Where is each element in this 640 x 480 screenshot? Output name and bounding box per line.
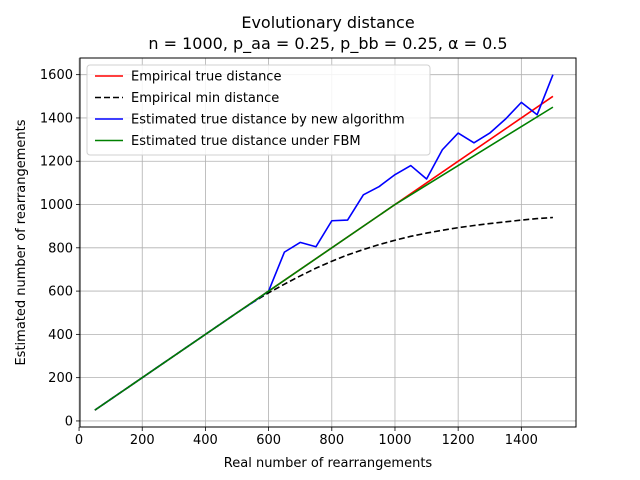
x-axis-label: Real number of rearrangements bbox=[224, 456, 433, 471]
x-tick-label-0: 0 bbox=[75, 433, 83, 448]
x-ticks: 0 200 400 600 800 1000 1200 1400 bbox=[75, 427, 538, 448]
legend-label-0: Empirical true distance bbox=[131, 70, 281, 85]
x-tick-label-1200: 1200 bbox=[442, 433, 475, 448]
legend-label-1: Empirical min distance bbox=[131, 91, 279, 106]
x-tick-label-200: 200 bbox=[130, 433, 155, 448]
x-tick-label-1000: 1000 bbox=[378, 433, 411, 448]
axes-frame bbox=[79, 57, 577, 428]
y-tick-label-200: 200 bbox=[48, 371, 73, 386]
y-tick-label-600: 600 bbox=[48, 285, 73, 300]
legend-box bbox=[86, 64, 431, 156]
chart-subtitle: n = 1000, p_aa = 0.25, p_bb = 0.25, α = … bbox=[148, 34, 507, 54]
y-tick-label-1200: 1200 bbox=[40, 155, 73, 170]
legend-label-2: Estimated true distance by new algorithm bbox=[131, 113, 405, 128]
legend: Empirical true distance Empirical min dis… bbox=[86, 64, 431, 156]
y-tick-label-1600: 1600 bbox=[40, 68, 73, 83]
legend-label-3: Estimated true distance under FBM bbox=[131, 134, 361, 149]
x-tick-label-600: 600 bbox=[256, 433, 281, 448]
y-tick-label-1400: 1400 bbox=[40, 111, 73, 126]
series-layer bbox=[94, 74, 554, 411]
y-tick-label-800: 800 bbox=[48, 241, 73, 256]
y-axis-label: Estimated number of rearrangements bbox=[14, 119, 29, 365]
x-tick-label-400: 400 bbox=[193, 433, 218, 448]
y-tick-label-0: 0 bbox=[65, 414, 73, 429]
series-line-3 bbox=[94, 106, 554, 411]
y-tick-label-400: 400 bbox=[48, 328, 73, 343]
y-ticks: 0 200 400 600 800 1000 1200 1400 1600 bbox=[40, 68, 80, 429]
chart-title: Evolutionary distance bbox=[241, 13, 414, 32]
y-tick-label-1000: 1000 bbox=[40, 198, 73, 213]
x-tick-label-800: 800 bbox=[319, 433, 344, 448]
x-tick-label-1400: 1400 bbox=[505, 433, 538, 448]
